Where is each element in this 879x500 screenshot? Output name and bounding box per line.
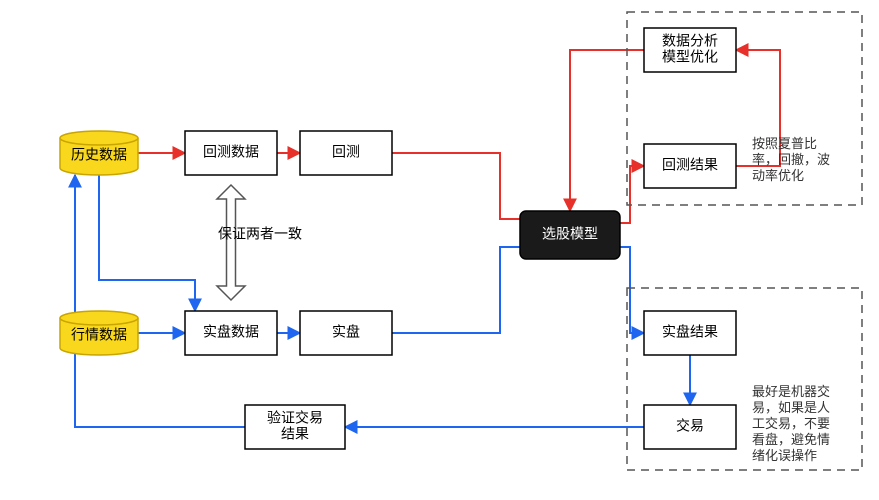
note-optimization-line: 率，回撤，波 (752, 152, 830, 167)
node-backtest: 回测 (300, 131, 392, 175)
node-backtest_data-label: 回测数据 (203, 144, 259, 160)
node-live-label: 实盘 (332, 324, 360, 340)
edge-bt-to-model (392, 153, 520, 219)
node-live_result-label: 实盘结果 (662, 324, 718, 340)
node-hist_data: 历史数据 (60, 131, 138, 175)
node-analysis: 数据分析模型优化 (644, 28, 736, 72)
node-analysis-label: 模型优化 (662, 49, 718, 65)
note-trade-tip-line: 绪化误操作 (752, 448, 817, 463)
node-analysis-label: 数据分析 (662, 33, 718, 49)
edge-live-to-model (392, 247, 520, 333)
note-optimization-line: 动率优化 (752, 168, 804, 183)
edge-hist-to-livedata (99, 175, 195, 311)
note-optimization-line: 按照夏普比 (752, 136, 817, 151)
note-trade-tip: 最好是机器交易，如果是人工交易，不要看盘，避免情绪化误操作 (752, 384, 830, 463)
note-trade-tip-line: 易，如果是人 (752, 400, 830, 415)
note-trade-tip-line: 工交易，不要 (752, 416, 830, 431)
node-live_data-label: 实盘数据 (203, 324, 259, 340)
note-trade-tip-line: 看盘，避免情 (752, 432, 830, 447)
node-bt_result-label: 回测结果 (662, 157, 718, 173)
node-verify-label: 结果 (281, 426, 309, 442)
edge-verify-to-hist (75, 175, 245, 427)
node-live: 实盘 (300, 311, 392, 355)
node-backtest-label: 回测 (332, 144, 360, 160)
node-backtest_data: 回测数据 (185, 131, 277, 175)
note-optimization: 按照夏普比率，回撤，波动率优化 (752, 136, 830, 183)
edge-analysis-to-model (570, 50, 644, 211)
edge-model-to-liveres (620, 247, 644, 333)
node-verify: 验证交易结果 (245, 405, 345, 449)
flowchart-canvas: 历史数据行情数据 回测数据 回测实盘数据 实盘 选股模型 数据分析模型优化回测结果实盘结果… (0, 0, 879, 500)
node-bt_result: 回测结果 (644, 144, 736, 188)
node-model-label: 选股模型 (542, 226, 598, 242)
node-verify-label: 验证交易 (267, 410, 323, 426)
edge-model-to-btres (620, 166, 644, 223)
node-live_data: 实盘数据 (185, 311, 277, 355)
double-arrow-icon (217, 185, 245, 300)
note-trade-tip-line: 最好是机器交 (752, 384, 830, 399)
node-market_data: 行情数据 (60, 311, 138, 355)
node-market_data-label: 行情数据 (71, 327, 127, 343)
node-live_result: 实盘结果 (644, 311, 736, 355)
node-trade: 交易 (644, 405, 736, 449)
node-model: 选股模型 (520, 211, 620, 259)
double-arrow-label: 保证两者一致 (218, 226, 302, 242)
node-hist_data-label: 历史数据 (71, 147, 127, 163)
node-trade-label: 交易 (676, 418, 704, 434)
